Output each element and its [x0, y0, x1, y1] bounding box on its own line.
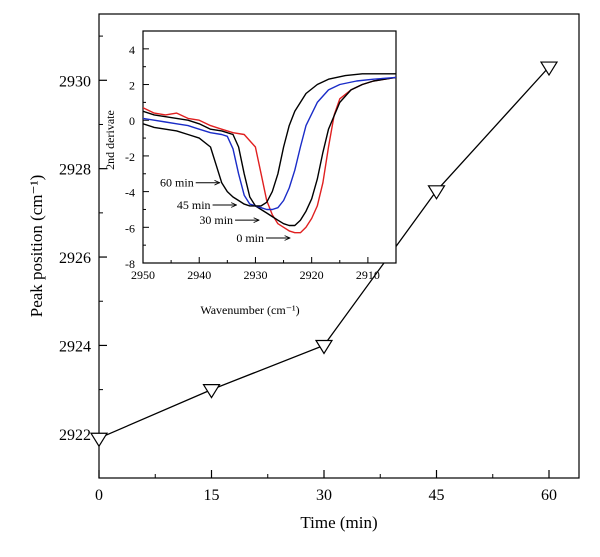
inset-y-tick-label: -8: [125, 257, 135, 271]
inset-annotation-label: 0 min: [236, 231, 264, 245]
main-data-point: [427, 185, 446, 200]
main-series: [89, 61, 559, 448]
inset-x-tick-label: 2910: [356, 268, 380, 282]
main-plot-frame: [98, 13, 580, 479]
inset-y-tick-label: -2: [125, 150, 135, 164]
inset-x-tick-label: 2930: [243, 268, 267, 282]
main-x-tick-label: 15: [204, 487, 220, 504]
inset-series-line: [143, 73, 396, 207]
inset-y-tick-label: 4: [129, 43, 135, 57]
main-y-tick-label: 2928: [59, 162, 91, 179]
inset-y-axis-label: 2nd derivate: [103, 110, 117, 170]
main-data-point: [202, 384, 221, 399]
inset-x-axis-label: Wavenumber (cm⁻¹): [200, 303, 299, 317]
inset-series: [143, 73, 396, 234]
inset-series-line: [143, 76, 396, 227]
main-y-tick-label: 2930: [59, 73, 91, 90]
inset-annotation-label: 60 min: [160, 176, 194, 190]
inset-annotation-label: 30 min: [199, 213, 233, 227]
main-y-tick-label: 2926: [59, 250, 91, 267]
inset-annotation-label: 45 min: [177, 198, 211, 212]
main-x-tick-label: 45: [429, 487, 445, 504]
inset-y-tick-label: -6: [125, 221, 135, 235]
main-y-tick-label: 2922: [59, 427, 91, 444]
main-x-tick-label: 0: [95, 487, 103, 504]
inset-plot-frame: [142, 30, 397, 264]
inset-x-tick-label: 2950: [131, 268, 155, 282]
inset-x-tick-label: 2940: [187, 268, 211, 282]
main-data-point: [89, 432, 109, 448]
main-y-axis-label: Peak position (cm⁻¹): [27, 175, 46, 318]
inset-x-tick-label: 2920: [300, 268, 324, 282]
main-x-tick-label: 60: [541, 487, 557, 504]
main-x-axis-label: Time (min): [300, 513, 377, 532]
inset-y-tick-label: 2: [129, 79, 135, 93]
main-data-point: [314, 339, 334, 355]
inset-axis-ticks: 2950 2940 2930 2920 2910 4 2 0 -2 -4 -6 -8: [125, 30, 380, 282]
main-data-point: [539, 61, 559, 77]
inset-y-tick-label: 0: [129, 114, 135, 128]
inset-series-line: [143, 76, 396, 234]
main-axis-ticks: 0 15 30 45 60 2922 2924 2926 2928 2930: [59, 35, 557, 504]
inset-y-tick-label: -4: [125, 186, 135, 200]
inset-series-line: [143, 76, 396, 211]
main-x-tick-label: 30: [316, 487, 332, 504]
main-y-tick-label: 2924: [59, 338, 91, 355]
